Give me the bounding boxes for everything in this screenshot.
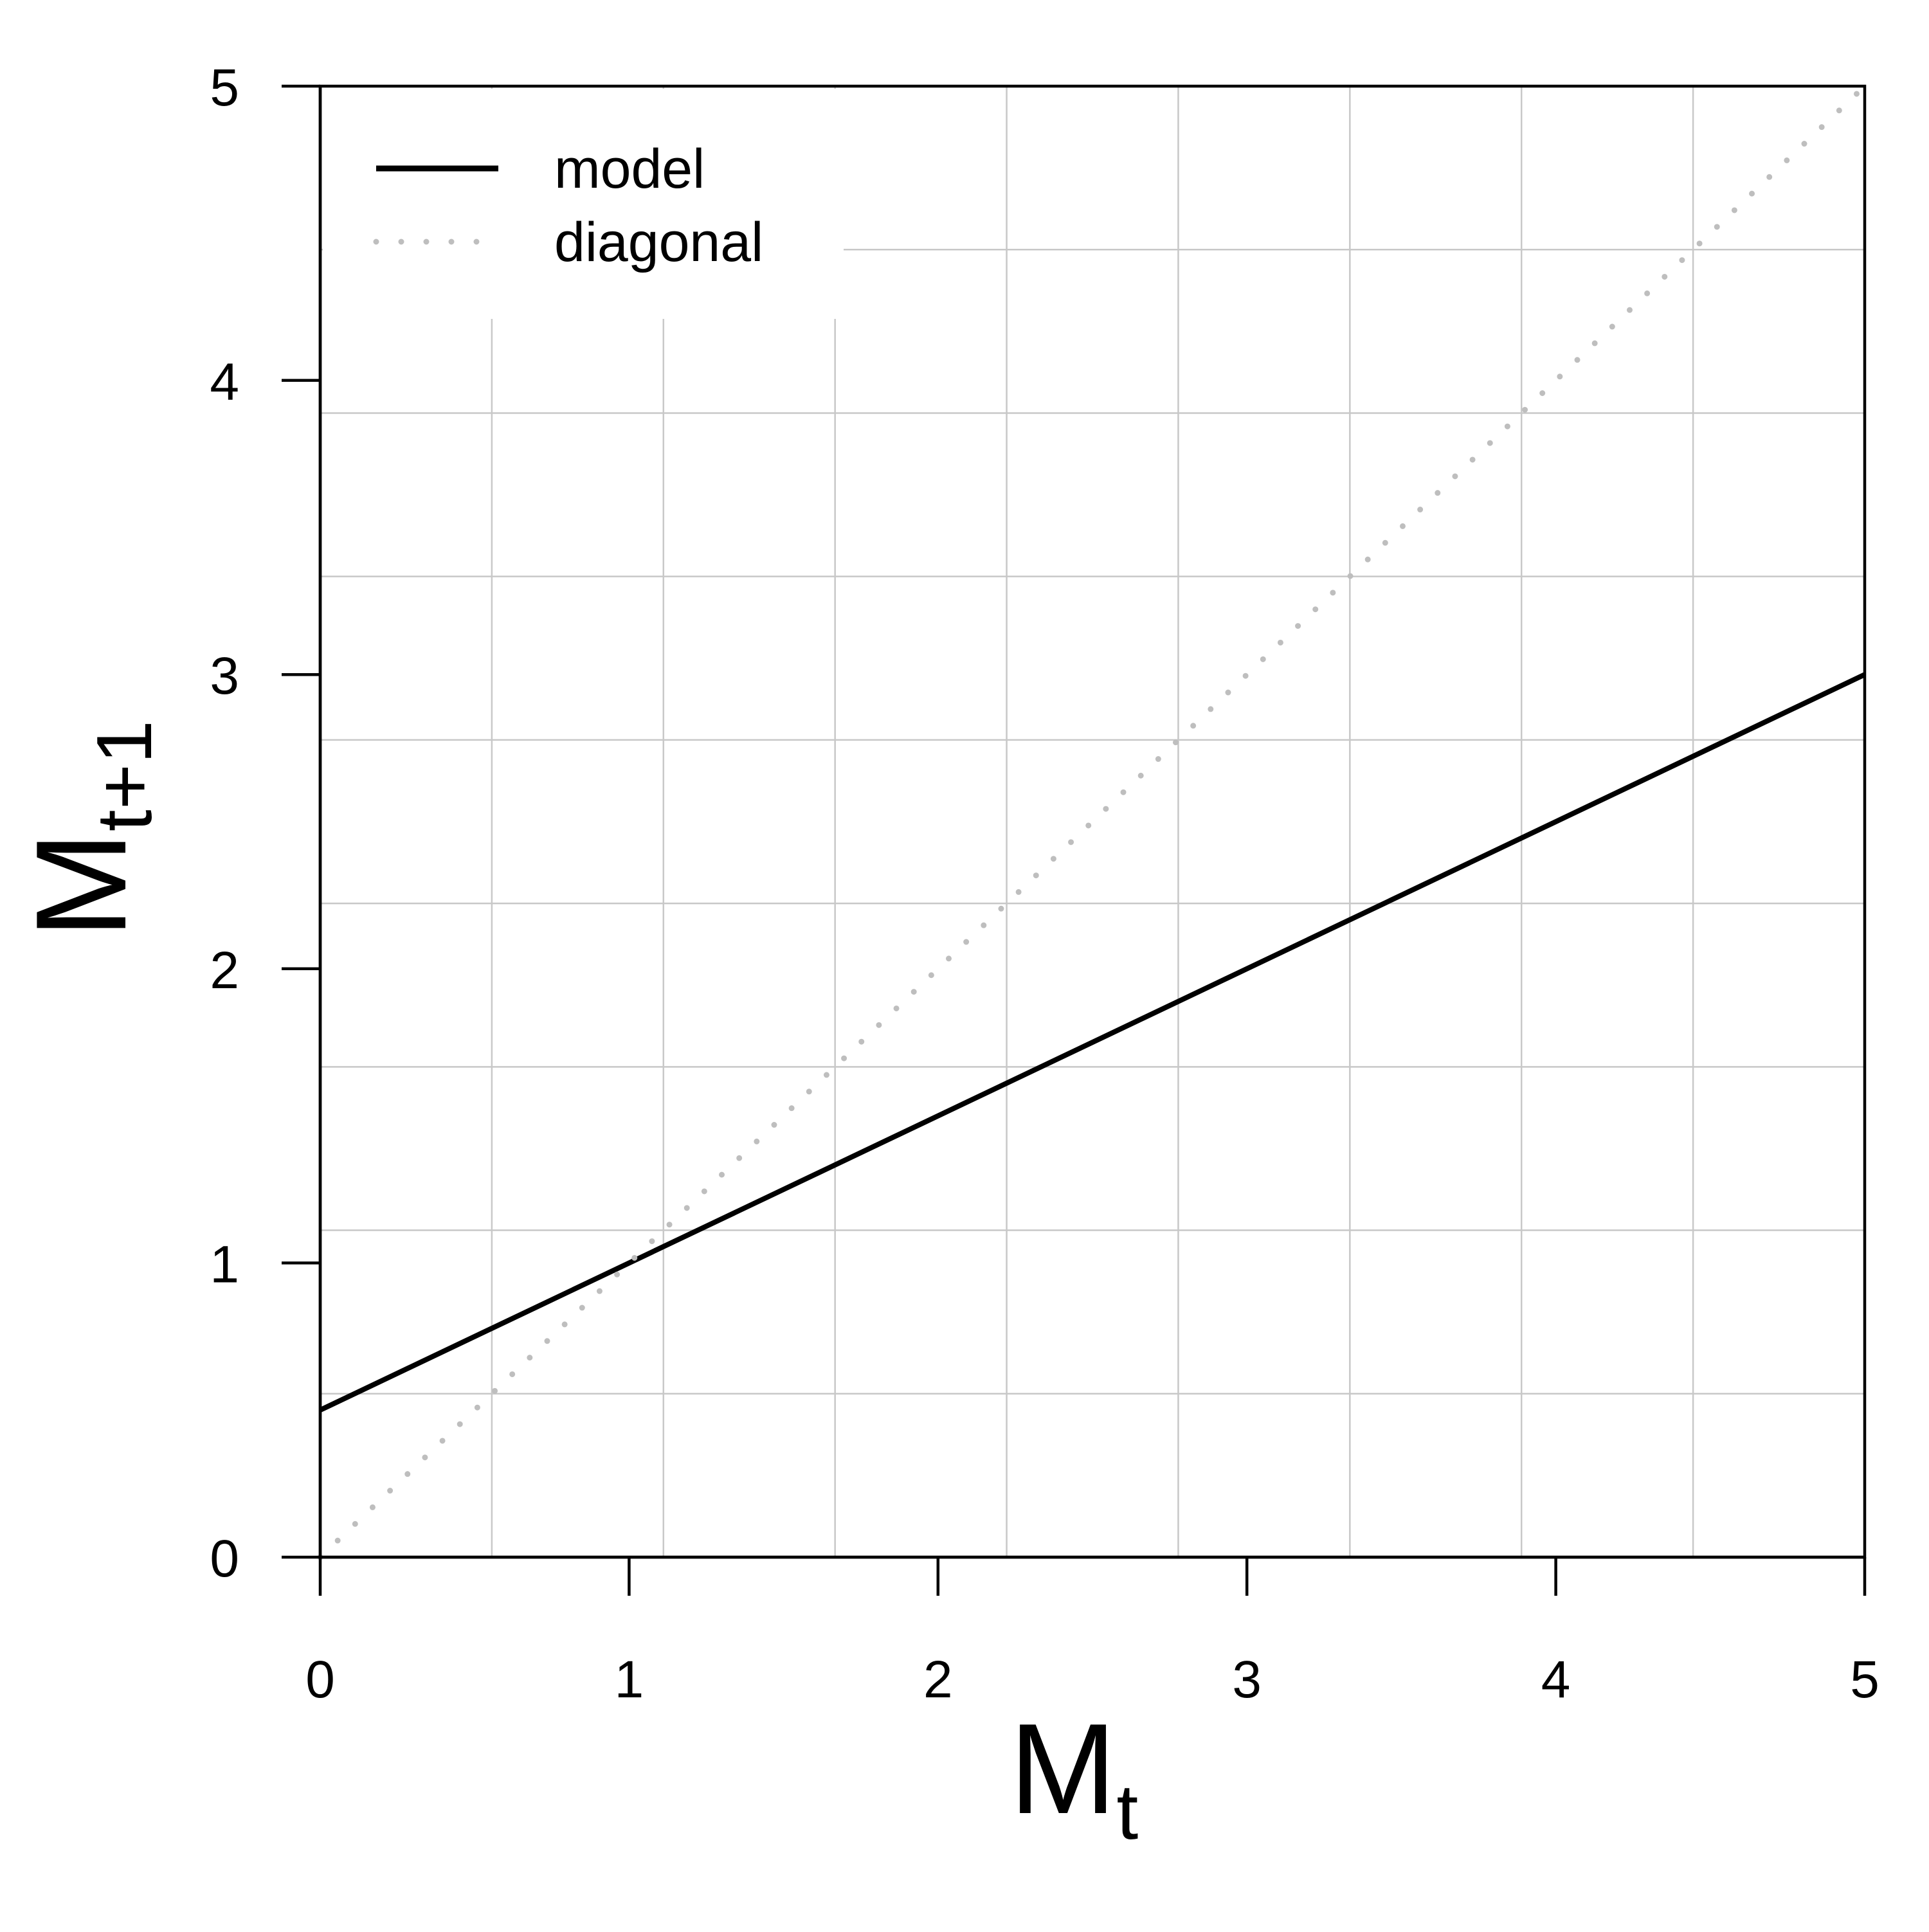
- y-axis-title-base: M: [10, 831, 153, 939]
- y-tick-label: 5: [210, 59, 239, 117]
- x-tick-label: 5: [1850, 1650, 1879, 1709]
- y-axis-title-subscript: t+1: [80, 720, 168, 831]
- x-axis-title-subscript: t: [1116, 1768, 1138, 1855]
- x-tick-label: 1: [615, 1650, 644, 1709]
- y-axis-title: Mt+1: [10, 720, 168, 939]
- y-tick-label: 2: [210, 941, 239, 1000]
- x-tick-label: 0: [305, 1650, 335, 1709]
- legend-label-diagonal: diagonal: [554, 212, 763, 273]
- axes: 0 1 2 3 4 5 0 1 2 3 4 5: [210, 59, 1879, 1709]
- y-tick-label: 4: [210, 353, 239, 411]
- x-axis-title: Mt: [1010, 1697, 1139, 1855]
- y-tick-label: 1: [210, 1235, 239, 1294]
- x-axis-title-base: M: [1010, 1697, 1117, 1841]
- legend-background: [323, 89, 844, 319]
- legend-label-model: model: [554, 138, 705, 200]
- y-tick-label: 3: [210, 647, 239, 705]
- grid: [320, 86, 1865, 1557]
- series-layer: [317, 83, 1868, 1560]
- x-tick-label: 4: [1541, 1650, 1571, 1709]
- x-tick-label: 2: [923, 1650, 953, 1709]
- series-line-model: [319, 672, 1866, 1413]
- legend: model diagonal: [323, 89, 844, 319]
- x-tick-label: 3: [1232, 1650, 1262, 1709]
- y-tick-label: 0: [210, 1530, 239, 1588]
